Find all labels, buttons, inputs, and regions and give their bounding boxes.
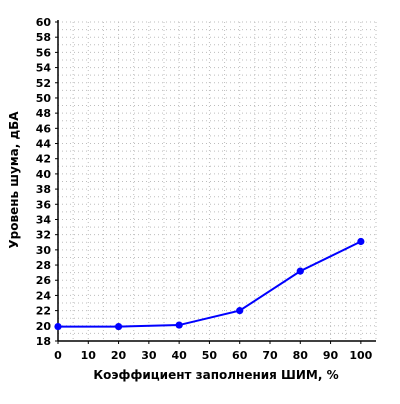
y-tick-label: 20	[36, 320, 52, 333]
y-tick-label: 44	[36, 138, 52, 151]
x-tick-label: 70	[262, 349, 278, 362]
x-tick-label: 100	[349, 349, 372, 362]
x-tick-label: 50	[202, 349, 218, 362]
y-tick-label: 56	[36, 46, 52, 59]
y-tick-label: 34	[36, 213, 52, 226]
series	[54, 237, 365, 331]
y-tick-label: 60	[36, 16, 52, 29]
grid	[58, 21, 377, 341]
x-axis-label: Коэффициент заполнения ШИМ, %	[93, 368, 338, 382]
y-tick-label: 36	[36, 198, 52, 211]
data-point	[54, 322, 62, 331]
y-tick-label: 24	[36, 289, 52, 302]
data-point	[357, 237, 365, 246]
y-tick-label: 48	[36, 107, 51, 120]
y-tick-label: 40	[36, 168, 52, 181]
x-tick-label: 60	[232, 349, 248, 362]
y-tick-label: 46	[36, 122, 52, 135]
x-tick-label: 80	[293, 349, 309, 362]
y-tick-label: 58	[36, 31, 51, 44]
series-line	[58, 240, 362, 328]
y-tick-label: 54	[36, 62, 52, 75]
y-axis-label: Уровень шума, дБА	[7, 111, 21, 249]
x-tick-label: 0	[54, 349, 62, 362]
y-tick-label: 18	[36, 335, 51, 348]
data-point	[236, 307, 244, 315]
data-point	[175, 321, 183, 329]
y-tick-label: 22	[36, 305, 51, 318]
y-tick-label: 38	[36, 183, 51, 196]
data-point	[296, 267, 304, 275]
x-tick-label: 30	[141, 349, 157, 362]
y-tick-label: 50	[36, 92, 52, 105]
y-tick-label: 30	[36, 244, 52, 257]
data-point	[114, 322, 123, 331]
y-tick-label: 52	[36, 77, 51, 90]
y-tick-label: 42	[36, 153, 51, 166]
x-tick-label: 40	[171, 349, 187, 362]
y-tick-label: 26	[36, 274, 52, 287]
y-tick-label: 32	[36, 229, 51, 242]
x-tick-label: 90	[323, 349, 339, 362]
x-tick-label: 20	[111, 349, 127, 362]
x-tick-label: 10	[81, 349, 97, 362]
tick-labels: 18 20 22 24 26 28 30 32 34 36 38 40 42 44 46 48 50 52 54 56…	[36, 16, 373, 362]
axes	[55, 20, 376, 344]
y-tick-label: 28	[36, 259, 51, 272]
